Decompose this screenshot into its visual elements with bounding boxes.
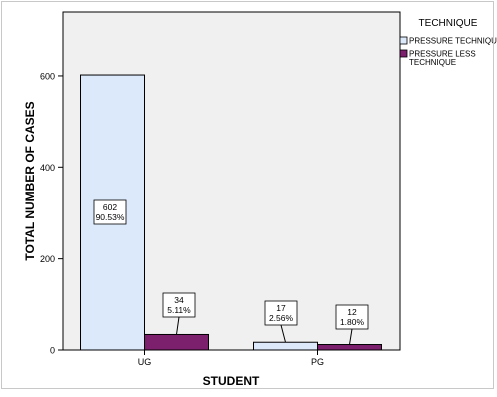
- legend: TECHNIQUE PRESSURE TECHNIQU PRESSURE LESS…: [399, 18, 497, 67]
- legend-swatch: [399, 49, 408, 58]
- legend-label: PRESSURE TECHNIQU: [409, 37, 497, 46]
- bar: [144, 333, 209, 351]
- data-label-box: [264, 300, 298, 326]
- data-label-box: [335, 304, 369, 330]
- legend-title: TECHNIQUE: [419, 18, 478, 29]
- x-axis-title: STUDENT: [203, 374, 260, 388]
- data-label: 2.56%: [269, 313, 294, 323]
- legend-label: PRESSURE LESS: [409, 50, 476, 59]
- data-label-box: [162, 292, 196, 318]
- data-label: 1.80%: [340, 317, 365, 327]
- legend-label: TECHNIQUE: [409, 58, 456, 67]
- data-label-leader: [349, 328, 353, 345]
- data-label-box: [93, 199, 127, 225]
- legend-swatch: [399, 36, 408, 45]
- data-label: 17: [276, 303, 286, 313]
- y-axis-title: TOTAL NUMBER OF CASES: [23, 101, 37, 260]
- data-label: 34: [174, 295, 184, 305]
- x-tick-label: PG: [311, 357, 324, 367]
- y-tick-label: 600: [40, 71, 55, 81]
- data-label-leader: [176, 316, 180, 335]
- y-tick-label: 200: [40, 254, 55, 264]
- x-axis: UG PG: [138, 350, 324, 367]
- data-label: 602: [103, 202, 117, 212]
- y-tick-label: 0: [50, 346, 55, 356]
- x-tick-label: UG: [138, 357, 152, 367]
- data-label: 5.11%: [167, 305, 191, 315]
- data-label: 90.53%: [96, 212, 125, 222]
- y-tick-label: 400: [40, 163, 55, 173]
- bar: [317, 344, 382, 351]
- y-axis: 0 200 400 600: [40, 71, 63, 356]
- bar: [253, 341, 318, 351]
- data-label: 12: [347, 307, 357, 317]
- data-label-leader: [280, 324, 286, 343]
